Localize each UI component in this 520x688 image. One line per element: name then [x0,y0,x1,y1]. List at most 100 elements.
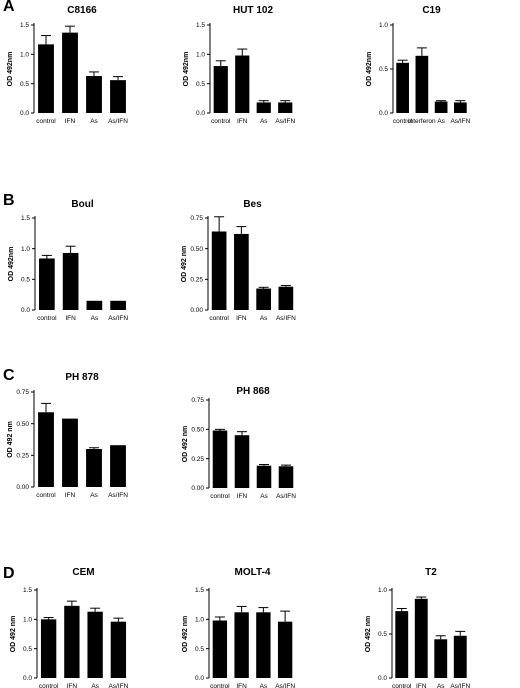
chart-3-y-label: OD 492nm [366,52,373,87]
chart-10-bar [434,639,448,678]
chart-10-ytick-label: 0.5 [378,631,387,638]
chart-10-bar [414,598,428,678]
chart-8-category-label: control [39,683,59,688]
chart-8-bar [87,611,103,678]
chart-10-category-label: IFN [416,683,427,688]
chart-8-ytick-label: 1.0 [23,617,32,624]
chart-7-bar [212,430,228,488]
chart-4-bar [62,252,79,310]
panel-letter-d: D [3,565,15,582]
chart-7-category-label: control [210,493,230,500]
chart-9-ytick-label: 1.5 [195,587,204,594]
chart-2-bar [256,102,271,113]
chart-3-bar [396,62,409,113]
chart-7-category-label: As [260,493,268,500]
chart-3-category-label: As [437,118,445,125]
chart-9-bar [234,612,249,678]
chart-7-ytick-label: 0.00 [191,485,204,492]
chart-9-bar [256,612,271,678]
chart-1-ytick-label: 0.0 [20,110,29,117]
chart-3-title: C19 [422,5,441,16]
chart-6-category-label: As [90,492,98,499]
chart-9-category-label: As [260,683,268,688]
chart-7-category-label: IFN [237,493,248,500]
chart-1-ytick-label: 1.5 [20,22,29,29]
chart-9-title: MOLT-4 [235,567,271,578]
chart-8-category-label: As [91,683,99,688]
chart-1-bar [110,80,126,113]
chart-10-bar [453,635,467,678]
chart-1-category-label: control [36,118,56,125]
chart-1-bar [62,32,78,114]
chart-2-ytick-label: 0.0 [196,110,205,117]
chart-5-y-label: OD 492 nm [181,246,188,283]
chart-2-category-label: control [211,118,231,125]
chart-6-bar [86,449,102,487]
chart-2-category-label: IFN [237,118,248,125]
chart-8-title: CEM [72,567,94,578]
chart-2-bar [235,55,250,113]
chart-7-bar [234,435,250,488]
chart-5-title: Bes [243,199,262,210]
chart-6-category-label: As/IFN [108,492,128,499]
chart-9-ytick-label: 1.0 [195,617,204,624]
chart-6-bar [62,418,78,487]
chart-9-bar [277,621,293,678]
panel-letter-c: C [3,367,15,384]
chart-6-ytick-label: 0.25 [16,453,29,460]
chart-3-bar [454,102,467,113]
chart-6-ytick-label: 0.50 [16,421,29,428]
chart-3-ytick-label: 0.0 [379,110,388,117]
chart-1-y-label: OD 492nm [7,52,14,87]
chart-5-ytick-label: 0.00 [190,307,203,314]
chart-3-ytick-label: 0.5 [379,66,388,73]
chart-8-category-label: IFN [67,683,78,688]
chart-5-category-label: As/IFN [276,315,296,322]
chart-4-y-label: OD 492nm [8,247,15,282]
chart-1-bar [38,44,54,113]
chart-5-bar [234,233,249,310]
chart-4-bar [86,300,103,310]
chart-1-bar [86,76,102,113]
chart-5-bar [256,288,271,310]
chart-3-category-label: control [393,118,413,125]
chart-7-category-label: As/IFN [276,493,296,500]
chart-9-category-label: As/IFN [275,683,295,688]
chart-4-ytick-label: 0.0 [21,307,30,314]
chart-8-ytick-label: 0.0 [23,675,32,682]
chart-4-bar [110,300,126,310]
chart-3-category-label: interferon [408,118,436,125]
chart-1-ytick-label: 1.0 [20,52,29,59]
chart-6-y-label: OD 492 nm [7,421,14,458]
chart-4-category-label: control [37,315,57,322]
chart-2-ytick-label: 0.5 [196,81,205,88]
chart-1-ytick-label: 0.5 [20,81,29,88]
chart-2-category-label: As/IFN [275,118,295,125]
chart-4-ytick-label: 1.5 [21,215,30,222]
chart-1-category-label: IFN [65,118,76,125]
chart-8-category-label: As/IFN [108,683,128,688]
panel-letter-b: B [3,192,15,209]
chart-6-bar [38,412,54,487]
chart-5-category-label: control [209,315,229,322]
chart-5-category-label: As [260,315,268,322]
chart-4-category-label: IFN [65,315,76,322]
chart-9-ytick-label: 0.0 [195,675,204,682]
chart-7-title: PH 868 [236,386,270,397]
chart-4-ytick-label: 1.0 [21,246,30,253]
chart-1-category-label: As [90,118,98,125]
chart-8-ytick-label: 1.5 [23,587,32,594]
chart-4-title: Boul [71,199,93,210]
chart-4-ytick-label: 0.5 [21,277,30,284]
chart-3-category-label: As/IFN [450,118,470,125]
panel-letter-a: A [3,0,15,15]
chart-5-ytick-label: 0.25 [190,277,203,284]
chart-2-bar [278,102,293,113]
chart-6-category-label: control [36,492,56,499]
chart-2-ytick-label: 1.5 [196,22,205,29]
chart-7-y-label: OD 492 nm [182,426,189,463]
chart-10-category-label: control [392,683,412,688]
chart-8-y-label: OD 492 nm [10,616,17,653]
chart-7-bar [256,465,272,488]
chart-2-ytick-label: 1.0 [196,52,205,59]
